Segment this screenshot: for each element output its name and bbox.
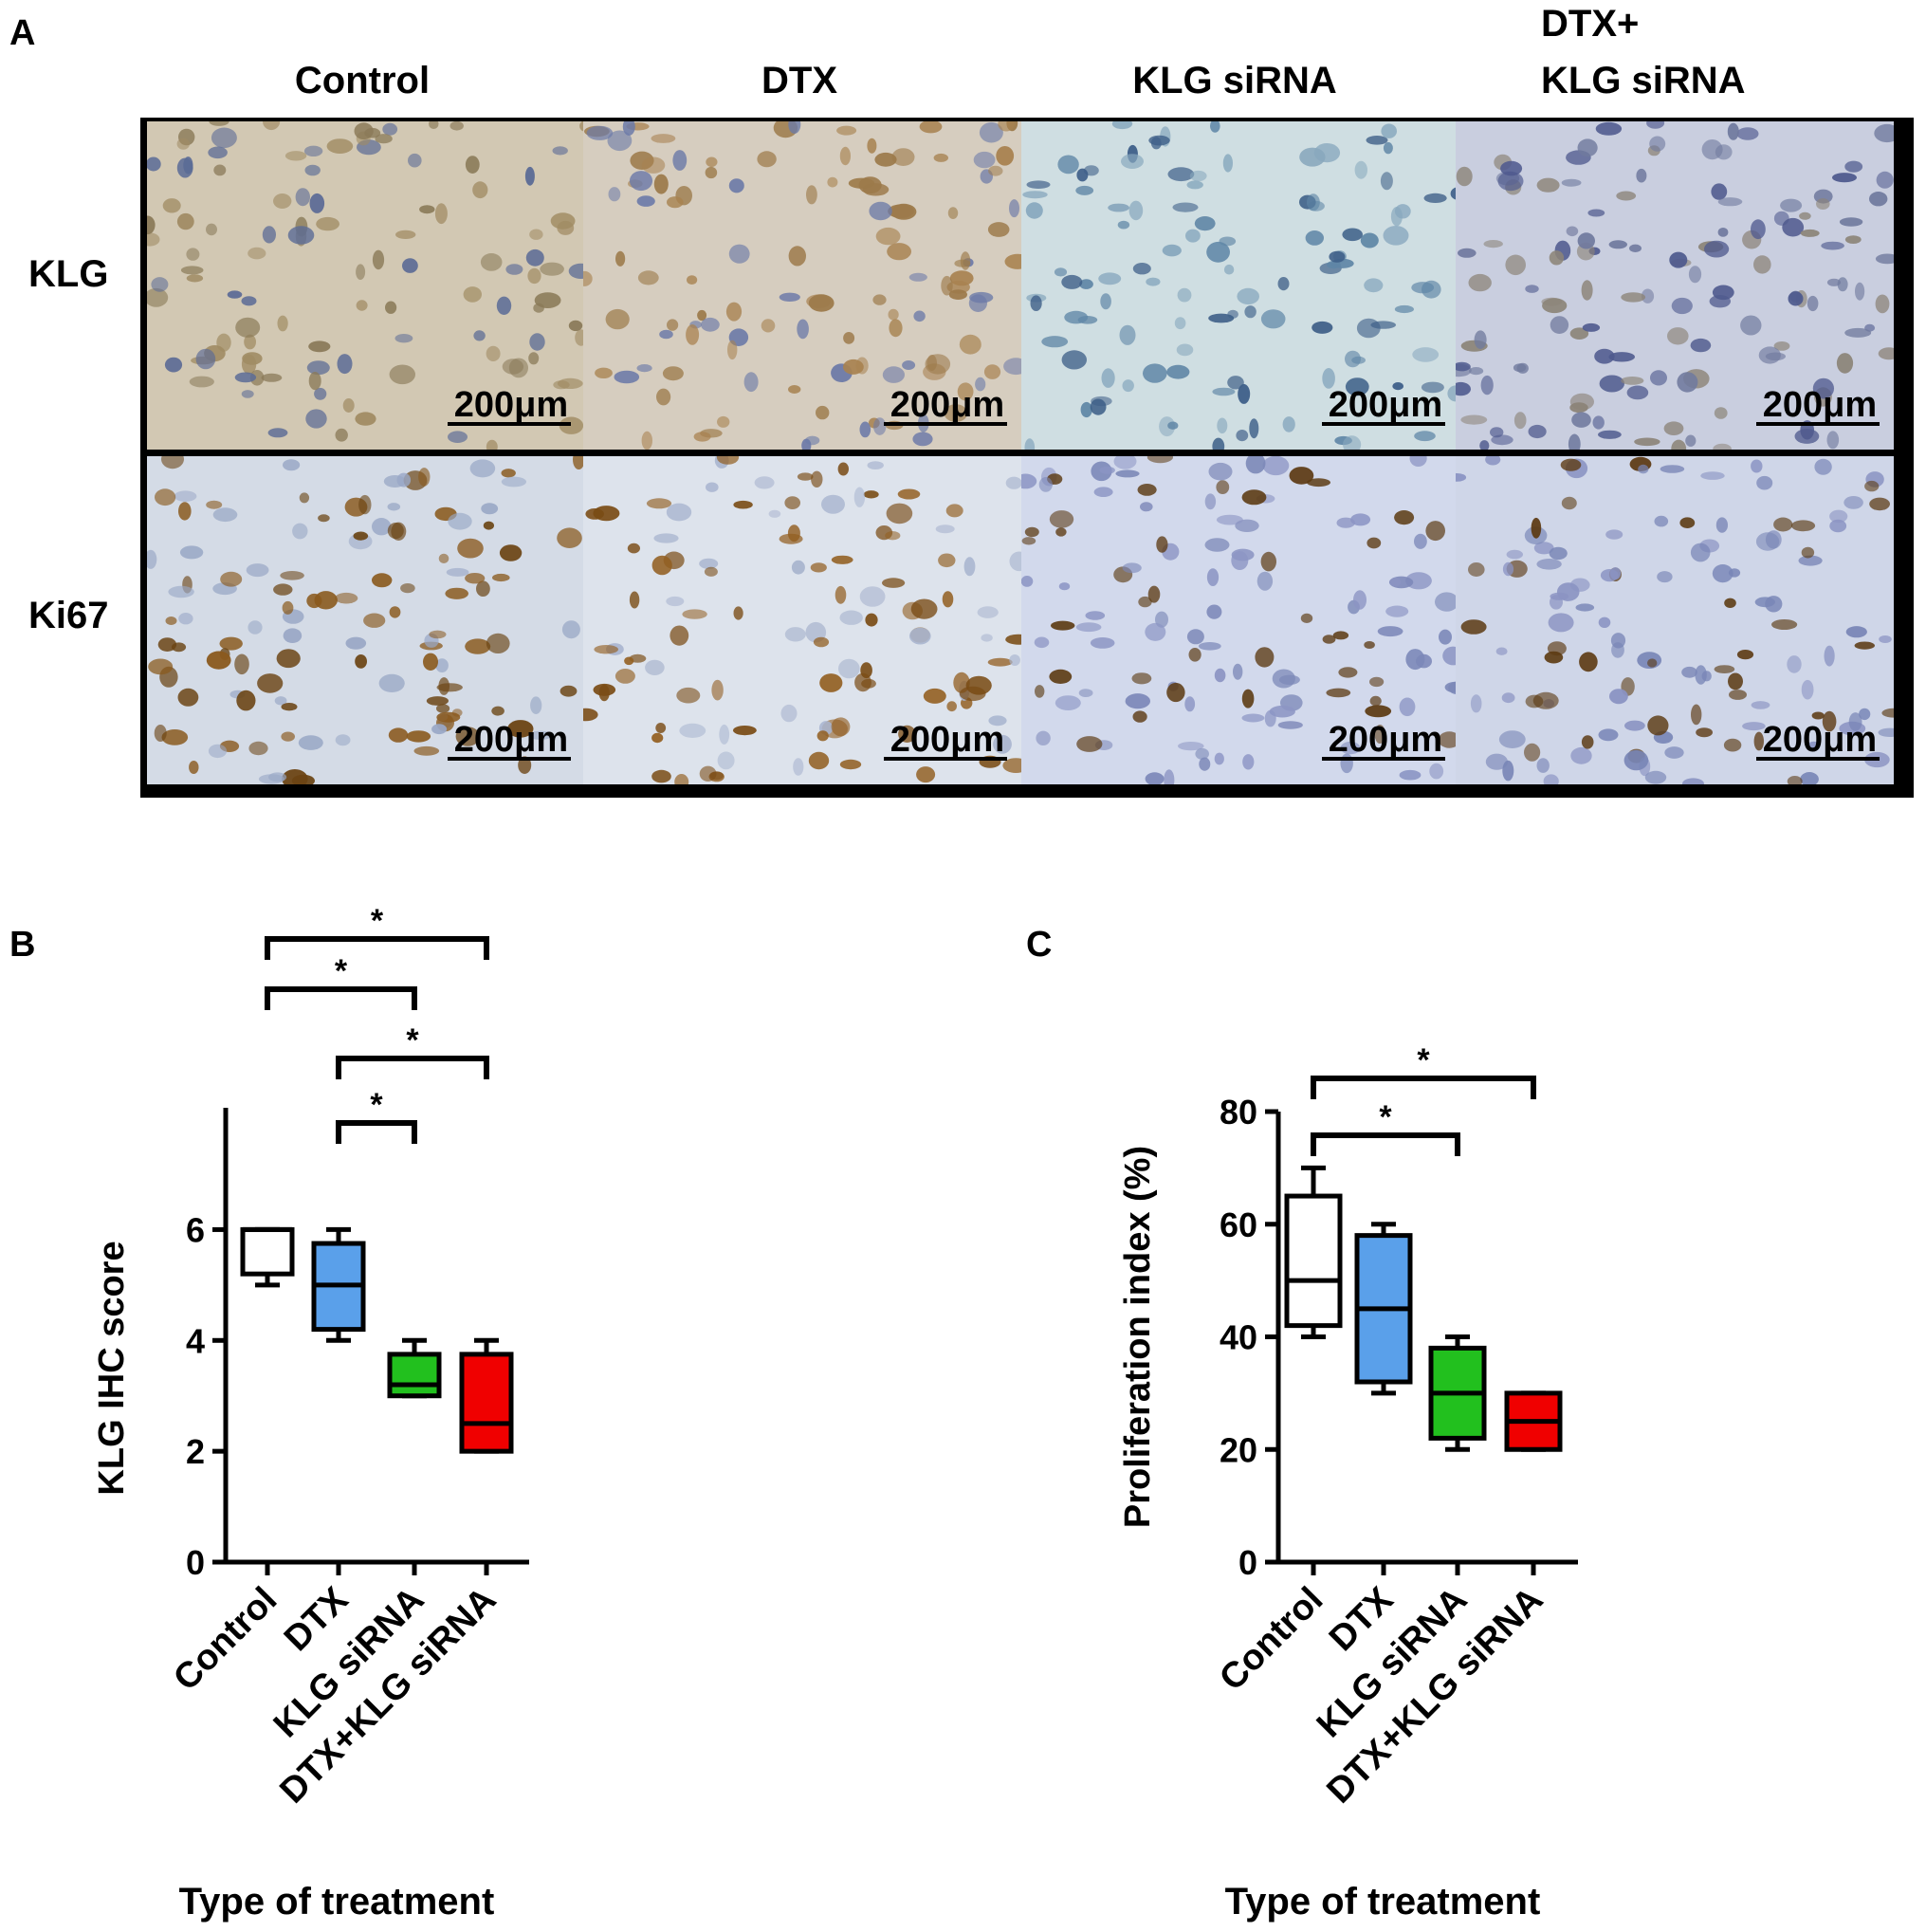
- micrograph-ki67-klg-sirna: 200μm: [1021, 456, 1459, 784]
- column-label-klg-sirna-combo: KLG siRNA: [1541, 60, 1746, 101]
- micrograph-klg-dtx-klg-sirna: 200μm: [1456, 121, 1894, 450]
- column-label-dtx-plus: DTX+: [1541, 3, 1639, 45]
- y-tick-label-c: 60: [1220, 1205, 1257, 1244]
- box-dtx-b: [311, 1226, 366, 1343]
- y-tick-label-c: 20: [1220, 1430, 1257, 1469]
- x-axis-label-c: Type of treatment: [1225, 1881, 1541, 1923]
- x-axis-label-b: Type of treatment: [179, 1881, 495, 1923]
- micrograph-klg-control: 200μm: [147, 121, 585, 450]
- panel-b-letter: B: [9, 925, 35, 965]
- box-klg-sirna-b: [387, 1337, 442, 1399]
- micrograph-klg-klg-sirna: 200μm: [1021, 121, 1459, 450]
- svg-text:*: *: [371, 903, 384, 939]
- row-label-klg: KLG: [28, 253, 108, 295]
- column-label-klg-sirna: KLG siRNA: [1132, 60, 1337, 101]
- y-tick-label-c: 80: [1220, 1093, 1257, 1132]
- svg-text:*: *: [406, 1022, 419, 1058]
- scale-bar-label: 200μm: [890, 385, 1004, 425]
- significance-bracket-control-dtx-klg-sirna-b: *: [265, 903, 489, 960]
- panel-c-letter: C: [1026, 925, 1052, 965]
- y-tick-label-b: 4: [186, 1321, 205, 1360]
- significance-bracket-control-klg-sirna-c: *: [1311, 1099, 1460, 1156]
- box-control-c: [1284, 1165, 1343, 1339]
- y-tick-label-b: 6: [186, 1210, 205, 1249]
- column-label-dtx: DTX: [761, 60, 837, 101]
- row-label-ki67: Ki67: [28, 595, 109, 636]
- panel-a-letter: A: [9, 13, 35, 53]
- y-tick-label-c: 40: [1220, 1318, 1257, 1357]
- micrograph-ki67-control: 200μm: [147, 456, 585, 784]
- box-klg-sirna-c: [1428, 1334, 1487, 1452]
- box-dtx-klg-sirna-c: [1504, 1390, 1563, 1452]
- svg-text:*: *: [370, 1087, 383, 1123]
- y-tick-label-b: 2: [186, 1432, 205, 1471]
- significance-bracket-control-dtx-klg-sirna-c: *: [1311, 1042, 1536, 1099]
- micrograph-grid: 200μm 200μm 200μm 200μm 200μm 200μm 200μm 200μm: [140, 118, 1914, 798]
- significance-bracket-dtx-klg-sirna-b: *: [336, 1087, 417, 1144]
- micrograph-klg-dtx: 200μm: [583, 121, 1021, 450]
- scale-bar-label: 200μm: [454, 720, 568, 760]
- box-control-b: [240, 1226, 295, 1288]
- box-dtx-c: [1354, 1222, 1413, 1396]
- scale-bar-label: 200μm: [1329, 720, 1442, 760]
- x-tick-label-control-b: Control: [166, 1580, 284, 1699]
- scale-bar-label: 200μm: [890, 720, 1004, 760]
- scale-bar-label: 200μm: [454, 385, 568, 425]
- svg-text:*: *: [335, 953, 348, 989]
- scale-bar-label: 200μm: [1763, 385, 1877, 425]
- micrograph-ki67-dtx: 200μm: [583, 456, 1021, 784]
- micrograph-ki67-dtx-klg-sirna: 200μm: [1456, 456, 1894, 784]
- box-dtx-klg-sirna-b: [459, 1337, 514, 1454]
- y-tick-label-c: 0: [1238, 1543, 1257, 1582]
- y-axis-label-b: KLG IHC score: [92, 1241, 132, 1495]
- svg-text:*: *: [1417, 1042, 1430, 1078]
- scale-bar-label: 200μm: [1763, 720, 1877, 760]
- column-label-control: Control: [295, 60, 430, 101]
- y-axis-label-c: Proliferation index (%): [1118, 1146, 1158, 1528]
- significance-bracket-control-klg-sirna-b: *: [265, 953, 417, 1010]
- y-tick-label-b: 0: [186, 1543, 205, 1582]
- svg-text:*: *: [1379, 1099, 1392, 1135]
- significance-bracket-dtx-dtx-klg-sirna-b: *: [336, 1022, 489, 1079]
- scale-bar-label: 200μm: [1329, 385, 1442, 425]
- x-tick-label-control-c: Control: [1212, 1580, 1330, 1699]
